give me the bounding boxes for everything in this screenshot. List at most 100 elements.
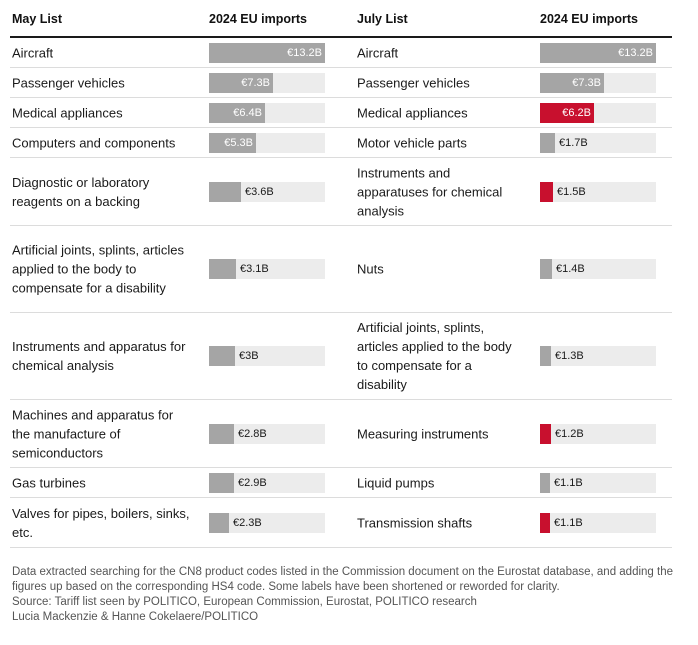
right-bar-track: €1.7B [540,132,656,153]
right-item-label: Measuring instruments [357,426,489,441]
table-row: Medical appliances €6.4B Medical appliance… [10,98,672,128]
right-bar-track: €1.2B [540,423,656,444]
left-item-label: Aircraft [12,45,54,60]
left-bar-track: €2.8B [209,423,325,444]
july-list-header: July List [357,12,408,26]
right-item-label: Motor vehicle parts [357,135,467,150]
left-bar-value: €3.1B [240,263,269,275]
table-row: Aircraft €13.2B Aircraft €13.2B [10,38,672,68]
left-bar-value: €7.3B [241,76,270,89]
left-bar-value: €2.9B [238,476,267,489]
left-bar-track: €2.9B [209,472,325,493]
table-row: Computers and components €5.3B Motor vehic… [10,128,672,158]
right-bar-value: €1.4B [556,263,585,275]
right-bar [540,346,551,366]
right-bar-value: €1.5B [557,185,586,198]
left-bar [209,181,241,202]
left-bar [209,512,229,533]
right-item-label: Liquid pumps [357,475,435,490]
left-bar [209,259,236,279]
header-rule [10,36,672,38]
footer-note: Data extracted searching for the CN8 pro… [12,566,673,593]
left-item-label: Passenger vehicles [12,75,125,90]
right-bar-value: €1.7B [559,136,588,149]
left-bar-track: €13.2B [209,42,325,63]
left-bar [209,42,325,63]
left-bar [209,423,234,444]
right-bar [540,181,553,202]
july-imports-header: 2024 EU imports [540,12,638,26]
left-bar-value: €6.4B [233,106,262,119]
right-bar [540,423,551,444]
right-bar [540,72,604,93]
right-bar-track: €1.3B [540,346,656,366]
table-row: Passenger vehicles €7.3B Passenger vehicle… [10,68,672,98]
right-bar-value: €1.3B [555,350,584,362]
left-bar-track: €3.1B [209,259,325,279]
left-bar [209,72,273,93]
left-bar-value: €13.2B [287,46,322,59]
left-item-label: Machines and apparatus for the manufactu… [12,407,174,460]
right-bar-value: €6.2B [562,106,591,119]
right-bar [540,512,550,533]
table-row: Artificial joints, splints, articles app… [10,226,672,313]
left-bar-value: €3B [239,350,259,362]
right-bar-value: €7.3B [572,76,601,89]
left-item-label: Valves for pipes, boilers, sinks, etc. [12,505,190,540]
right-bar [540,42,656,63]
left-item-label: Diagnostic or laboratory reagents on a b… [12,174,150,209]
table-row: Valves for pipes, boilers, sinks, etc. €2… [10,498,672,548]
left-bar-value: €2.3B [233,516,262,529]
right-item-label: Instruments and apparatuses for chemical… [357,165,503,218]
right-bar-track: €7.3B [540,72,656,93]
table-row: Gas turbines €2.9B Liquid pumps €1.1B [10,468,672,498]
left-bar-track: €5.3B [209,132,325,153]
right-item-label: Medical appliances [357,105,468,120]
right-item-label: Passenger vehicles [357,75,470,90]
right-bar-track: €6.2B [540,102,656,123]
left-bar-track: €3.6B [209,181,325,202]
left-bar [209,346,235,366]
right-bar-track: €1.5B [540,181,656,202]
right-bar-track: €13.2B [540,42,656,63]
may-list-header: May List [12,12,63,26]
left-item-label: Medical appliances [12,105,123,120]
right-bar-value: €1.2B [555,427,584,440]
left-bar-track: €2.3B [209,512,325,533]
table-row: Machines and apparatus for the manufactu… [10,400,672,468]
right-item-label: Transmission shafts [357,515,473,530]
left-bar-track: €3B [209,346,325,366]
footer-source: Source: Tariff list seen by POLITICO, Eu… [12,596,477,608]
left-bar-track: €6.4B [209,102,325,123]
right-item-label: Nuts [357,261,384,277]
may-imports-header: 2024 EU imports [209,12,307,26]
comparison-table: Aircraft €13.2B Aircraft €13.2B Passenger ve… [0,38,698,548]
left-item-label: Instruments and apparatus for chemical a… [12,339,186,373]
left-bar-value: €2.8B [238,427,267,440]
left-bar-value: €5.3B [224,136,253,149]
left-item-label: Gas turbines [12,475,86,490]
right-item-label: Artificial joints, splints, articles app… [357,320,512,392]
right-bar-value: €13.2B [618,46,653,59]
table-row: Diagnostic or laboratory reagents on a b… [10,158,672,226]
left-bar [209,132,256,153]
chart-footer: Data extracted searching for the CN8 pro… [12,565,682,625]
right-bar-track: €1.1B [540,472,656,493]
right-bar [540,472,550,493]
left-item-label: Computers and components [12,135,176,150]
left-bar [209,102,265,123]
right-item-label: Aircraft [357,45,399,60]
right-bar-track: €1.4B [540,259,656,279]
right-bar [540,132,555,153]
right-bar-track: €1.1B [540,512,656,533]
right-bar-value: €1.1B [554,516,583,529]
table-row: Instruments and apparatus for chemical a… [10,313,672,400]
left-item-label: Artificial joints, splints, articles app… [12,242,184,296]
footer-credit: Lucia Mackenzie & Hanne Cokelaere/POLITI… [12,611,259,623]
right-bar [540,102,594,123]
left-bar-value: €3.6B [245,185,274,198]
right-bar-value: €1.1B [554,476,583,489]
right-bar [540,259,552,279]
left-bar-track: €7.3B [209,72,325,93]
left-bar [209,472,234,493]
